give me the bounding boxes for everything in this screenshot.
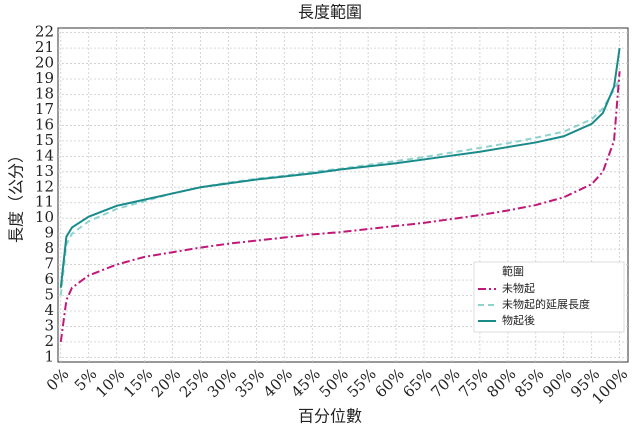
- x-tick-label: 80%: [483, 365, 519, 401]
- legend-box: [473, 261, 625, 333]
- x-axis-label: 百分位數: [298, 407, 362, 426]
- y-tick-label: 3: [44, 316, 54, 334]
- y-tick-label: 19: [35, 69, 54, 87]
- line: [59, 47, 621, 288]
- x-tick-label: 30%: [204, 365, 240, 401]
- y-tick-label: 16: [35, 115, 54, 133]
- y-tick-label: 4: [44, 301, 54, 319]
- chart-title: 長度範圍: [298, 3, 362, 22]
- line: [59, 71, 621, 343]
- y-tick-label: 12: [35, 177, 54, 195]
- x-tick-label: 15%: [120, 365, 156, 401]
- x-tick-label: 40%: [260, 365, 296, 401]
- plot-frame: [57, 27, 629, 363]
- x-tick-label: 90%: [539, 365, 575, 401]
- y-tick-label: 13: [35, 162, 54, 180]
- x-tick-label: 55%: [343, 365, 379, 401]
- y-tick-label: 8: [44, 239, 54, 257]
- y-tick-label: 2: [44, 332, 54, 350]
- x-tick-label: 35%: [232, 365, 268, 401]
- y-tick-label: 6: [44, 270, 54, 288]
- x-tick-label: 85%: [511, 365, 547, 401]
- y-tick-label: 21: [35, 38, 54, 56]
- y-tick-label: 1: [44, 347, 54, 365]
- x-tick-label: 45%: [288, 365, 324, 401]
- y-tick-label: 10: [35, 208, 54, 226]
- x-tick-label: 70%: [427, 365, 463, 401]
- x-tick-label: 60%: [371, 365, 407, 401]
- y-tick-label: 22: [35, 23, 54, 41]
- x-tick-label: 10%: [92, 365, 128, 401]
- y-tick-label: 14: [35, 146, 54, 164]
- y-tick-label: 20: [35, 54, 54, 72]
- x-tick-label: 0%: [43, 365, 73, 395]
- x-tick-label: 65%: [399, 365, 435, 401]
- x-tick-label: 25%: [176, 365, 212, 401]
- y-tick-label: 15: [35, 131, 54, 149]
- y-tick-label: 9: [44, 224, 54, 242]
- legend-label: 未物起的延展長度: [502, 297, 590, 311]
- legend-label: 物起後: [502, 313, 535, 327]
- legend-label: 未物起: [502, 281, 535, 295]
- y-axis-label: 長度（公分）: [7, 147, 26, 243]
- legend-title: 範圍: [502, 264, 524, 278]
- y-tick-label: 11: [35, 193, 54, 211]
- x-tick-label: 20%: [148, 365, 184, 401]
- y-tick-label: 17: [35, 100, 54, 118]
- y-tick-label: 7: [44, 255, 54, 273]
- y-tick-label: 18: [35, 84, 54, 102]
- x-tick-label: 50%: [316, 365, 352, 401]
- x-tick-label: 75%: [455, 365, 491, 401]
- y-tick-label: 5: [44, 286, 54, 304]
